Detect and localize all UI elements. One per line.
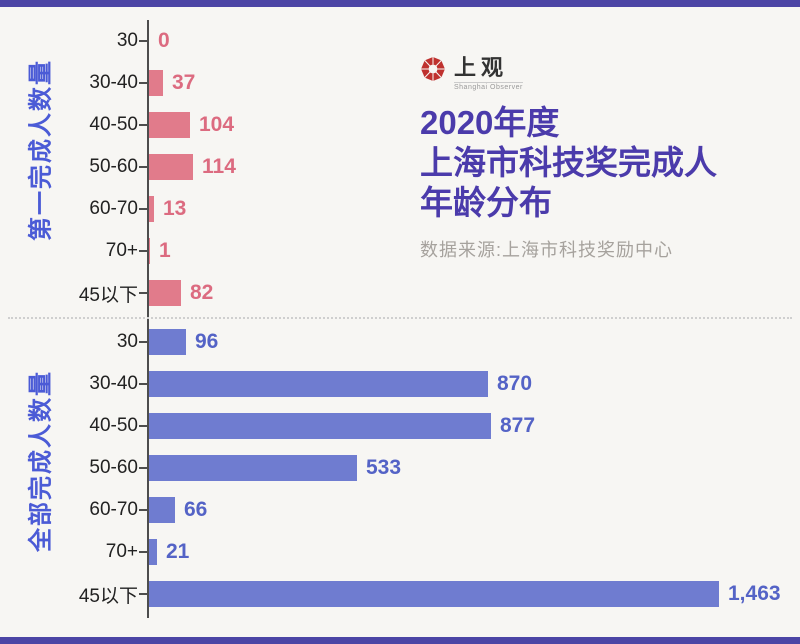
axis-tick (139, 166, 148, 168)
bar (149, 196, 154, 222)
bar-row: 60-70 66 (0, 489, 800, 531)
value-label: 13 (163, 197, 187, 220)
axis-tick (139, 551, 148, 553)
first-completer-bars-section: 30 0 30-40 37 40-50 104 50-60 114 60-70 13 70+ 1 45以… (0, 20, 800, 314)
bar-row: 30-40 870 (0, 363, 800, 405)
category-label: 60-70 (89, 198, 138, 219)
value-label: 1,463 (728, 582, 781, 605)
logo-text: 上观 Shanghai Observer (454, 56, 523, 91)
axis-tick (139, 509, 148, 511)
axis-tick (139, 124, 148, 126)
bar (149, 112, 190, 138)
y-axis-line (147, 20, 149, 618)
category-label: 50-60 (89, 156, 138, 177)
value-label: 21 (166, 540, 190, 563)
value-label: 82 (190, 281, 214, 304)
bar-row: 50-60 114 (0, 146, 800, 188)
value-label: 877 (500, 414, 536, 437)
logo: 上观 Shanghai Observer (420, 56, 792, 91)
value-label: 0 (158, 29, 170, 52)
bar-row: 60-70 13 (0, 188, 800, 230)
bar (149, 497, 175, 523)
axis-tick (139, 425, 148, 427)
category-label: 40-50 (89, 114, 138, 135)
bottom-border-stripe (0, 637, 800, 644)
category-label: 30 (116, 30, 138, 51)
category-label: 40-50 (89, 415, 138, 436)
bar (149, 539, 157, 565)
axis-tick (139, 82, 148, 84)
all-completers-bars-section: 30 96 30-40 870 40-50 877 50-60 533 60-70 66 70+ 21… (0, 321, 800, 615)
title-block: 上观 Shanghai Observer 2020年度 上海市科技奖完成人 年龄… (420, 56, 792, 262)
axis-tick (139, 383, 148, 385)
bar (149, 455, 357, 481)
bar-row: 40-50 877 (0, 405, 800, 447)
bar (149, 154, 193, 180)
axis-tick (139, 40, 148, 42)
value-label: 1 (159, 239, 171, 262)
bar-row: 40-50 104 (0, 104, 800, 146)
chart-title-line-2: 上海市科技奖完成人 (420, 144, 717, 182)
value-label: 96 (195, 330, 219, 353)
bar (149, 413, 491, 439)
top-border-stripe (0, 0, 800, 7)
bar-row: 70+ 21 (0, 531, 800, 573)
bar (149, 70, 163, 96)
logo-subtitle: Shanghai Observer (454, 82, 523, 92)
axis-tick (139, 341, 148, 343)
axis-tick (139, 292, 148, 294)
value-label: 37 (172, 71, 196, 94)
category-label: 30 (116, 331, 138, 352)
chart-title: 2020年度 上海市科技奖完成人 年龄分布 (420, 103, 792, 223)
axis-tick (139, 208, 148, 210)
bar (149, 581, 719, 607)
bar-row: 30 0 (0, 20, 800, 62)
bar (149, 238, 150, 264)
value-label: 66 (184, 498, 208, 521)
data-source-caption: 数据来源:上海市科技奖励中心 (420, 240, 673, 261)
bar-row: 70+ 1 (0, 230, 800, 272)
category-label: 45以下 (78, 585, 138, 607)
chart-title-line-3: 年龄分布 (420, 184, 552, 222)
bar-row: 45以下 82 (0, 272, 800, 314)
category-label: 30-40 (89, 373, 138, 394)
category-label: 50-60 (89, 457, 138, 478)
bar-row: 30 96 (0, 321, 800, 363)
bar-row: 50-60 533 (0, 447, 800, 489)
bar (149, 329, 186, 355)
shanghai-observer-knot-icon (421, 57, 445, 81)
axis-tick (139, 250, 148, 252)
section-divider-dotted-line (8, 317, 792, 319)
category-label: 60-70 (89, 499, 138, 520)
category-label: 45以下 (78, 284, 138, 306)
category-label: 70+ (105, 541, 138, 562)
axis-tick (139, 593, 148, 595)
category-label: 70+ (105, 240, 138, 261)
bar-row: 45以下 1,463 (0, 573, 800, 615)
value-label: 870 (497, 372, 533, 395)
value-label: 533 (366, 456, 402, 479)
bar (149, 280, 181, 306)
category-label: 30-40 (89, 72, 138, 93)
axis-tick (139, 467, 148, 469)
value-label: 114 (202, 155, 236, 178)
value-label: 104 (199, 113, 235, 136)
bar-row: 30-40 37 (0, 62, 800, 104)
chart-title-line-1: 2020年度 (420, 104, 560, 142)
logo-wordmark: 上观 (454, 55, 509, 81)
bar (149, 371, 488, 397)
